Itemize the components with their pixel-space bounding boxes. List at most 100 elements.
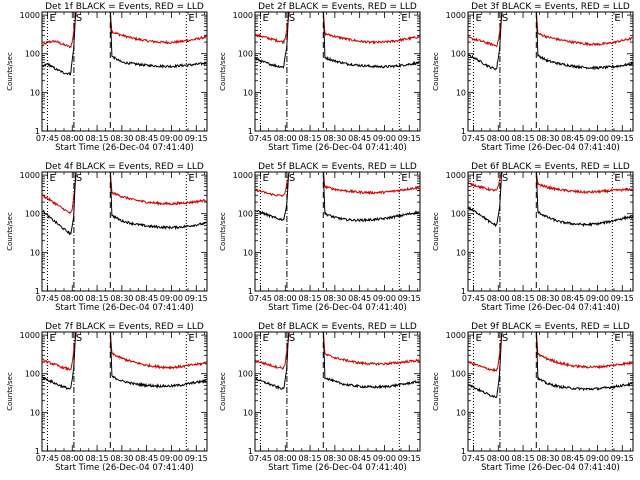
panel-title: Det 9f BLACK = Events, RED = LLD	[471, 322, 630, 332]
y-tick-label: 1000	[233, 11, 253, 20]
y-tick-label: 10	[456, 408, 466, 417]
series-events	[255, 332, 420, 391]
x-tick-label: 07:45	[462, 294, 485, 303]
series-lld	[255, 172, 420, 198]
y-tick-label: 100	[451, 50, 466, 59]
x-tick-label: 07:45	[36, 454, 59, 463]
x-tick-label: 08:15	[299, 454, 322, 463]
x-tick-label: 09:00	[586, 454, 609, 463]
x-tick-label: 09:00	[373, 454, 396, 463]
series-lld	[468, 12, 633, 48]
x-tick-label: 09:15	[398, 134, 421, 143]
x-tick-label: 07:45	[36, 134, 59, 143]
x-axis-label: Start Time (26-Dec-04 07:41:40)	[55, 303, 194, 313]
y-tick-label: 1000	[446, 331, 466, 340]
y-tick-label: 1000	[20, 11, 40, 20]
y-tick-label: 100	[451, 370, 466, 379]
x-tick-label: 07:45	[249, 134, 272, 143]
y-tick-label: 10	[30, 88, 40, 97]
y-tick-label: 100	[25, 370, 40, 379]
x-tick-label: 09:00	[586, 134, 609, 143]
series-events	[42, 172, 207, 236]
y-tick-label: 1	[248, 447, 253, 456]
event-marker-label: S	[289, 173, 295, 184]
x-tick-label: 07:45	[462, 134, 485, 143]
plot-frame	[41, 171, 208, 292]
event-marker-label: E	[475, 173, 481, 184]
y-tick-label: 1000	[20, 171, 40, 180]
x-tick-label: 09:15	[398, 454, 421, 463]
panel-title: Det 3f BLACK = Events, RED = LLD	[471, 2, 630, 12]
y-tick-label: 1	[248, 127, 253, 136]
x-axis-label: Start Time (26-Dec-04 07:41:40)	[481, 143, 620, 153]
y-tick-label: 100	[25, 210, 40, 219]
y-tick-label: 1	[35, 447, 40, 456]
x-tick-label: 08:15	[512, 454, 535, 463]
series-events	[42, 332, 207, 391]
series-lld	[255, 12, 420, 45]
x-axis-label: Start Time (26-Dec-04 07:41:40)	[481, 463, 620, 473]
event-marker-label: E	[475, 333, 481, 344]
event-marker-label: S	[502, 173, 508, 184]
y-tick-label: 1	[35, 287, 40, 296]
x-tick-label: 08:30	[536, 294, 559, 303]
x-tick-label: 08:45	[135, 134, 158, 143]
x-tick-label: 08:00	[61, 454, 84, 463]
x-tick-label: 08:45	[135, 454, 158, 463]
y-axis-label: Counts/sec	[432, 212, 440, 251]
event-marker-label: S	[289, 333, 295, 344]
y-tick-label: 100	[238, 370, 253, 379]
series-events	[468, 172, 633, 228]
event-marker-label: E	[49, 13, 55, 24]
event-marker-label: E	[614, 13, 620, 24]
x-tick-label: 08:15	[512, 294, 535, 303]
event-marker-label: E	[188, 173, 194, 184]
x-tick-label: 08:45	[561, 294, 584, 303]
y-tick-label: 1000	[233, 331, 253, 340]
plot-frame	[254, 11, 421, 132]
plot-frame	[254, 331, 421, 452]
y-axis-label: Counts/sec	[219, 52, 227, 91]
y-tick-label: 1000	[20, 331, 40, 340]
x-tick-label: 09:00	[373, 294, 396, 303]
y-tick-label: 100	[451, 210, 466, 219]
y-tick-label: 10	[243, 88, 253, 97]
y-tick-label: 1000	[446, 11, 466, 20]
panel-title: Det 6f BLACK = Events, RED = LLD	[471, 162, 630, 172]
y-axis-label: Counts/sec	[6, 372, 14, 411]
x-tick-label: 08:00	[487, 294, 510, 303]
panel-det-9: Det 9f BLACK = Events, RED = LLD 1 10 100 10…	[432, 322, 634, 473]
y-tick-label: 1	[461, 287, 466, 296]
y-tick-label: 10	[456, 248, 466, 257]
x-tick-label: 08:30	[110, 294, 133, 303]
panel-title: Det 5f BLACK = Events, RED = LLD	[258, 162, 417, 172]
y-tick-label: 10	[30, 248, 40, 257]
x-tick-label: 08:00	[274, 134, 297, 143]
x-tick-label: 08:00	[61, 294, 84, 303]
panel-title: Det 4f BLACK = Events, RED = LLD	[45, 162, 204, 172]
panel-title: Det 1f BLACK = Events, RED = LLD	[45, 2, 204, 12]
series-events	[42, 12, 207, 76]
x-tick-label: 09:15	[611, 134, 634, 143]
y-axis-label: Counts/sec	[432, 52, 440, 91]
series-events	[255, 172, 420, 223]
x-tick-label: 08:00	[274, 294, 297, 303]
y-tick-label: 100	[25, 50, 40, 59]
series-lld	[42, 12, 207, 49]
plot-frame	[41, 11, 208, 132]
series-events	[255, 12, 420, 69]
panel-title: Det 8f BLACK = Events, RED = LLD	[258, 322, 417, 332]
y-axis-label: Counts/sec	[6, 52, 14, 91]
x-tick-label: 08:15	[512, 134, 535, 143]
event-marker-label: S	[76, 13, 82, 24]
event-marker-label: E	[401, 173, 407, 184]
y-tick-label: 1	[248, 287, 253, 296]
x-tick-label: 07:45	[249, 294, 272, 303]
y-axis-label: Counts/sec	[6, 212, 14, 251]
panel-det-4: Det 4f BLACK = Events, RED = LLD 1 10 100 10…	[6, 162, 208, 313]
event-marker-label: E	[401, 333, 407, 344]
x-tick-label: 08:00	[487, 134, 510, 143]
event-marker-label: E	[475, 13, 481, 24]
series-lld	[255, 332, 420, 370]
x-tick-label: 08:00	[274, 454, 297, 463]
